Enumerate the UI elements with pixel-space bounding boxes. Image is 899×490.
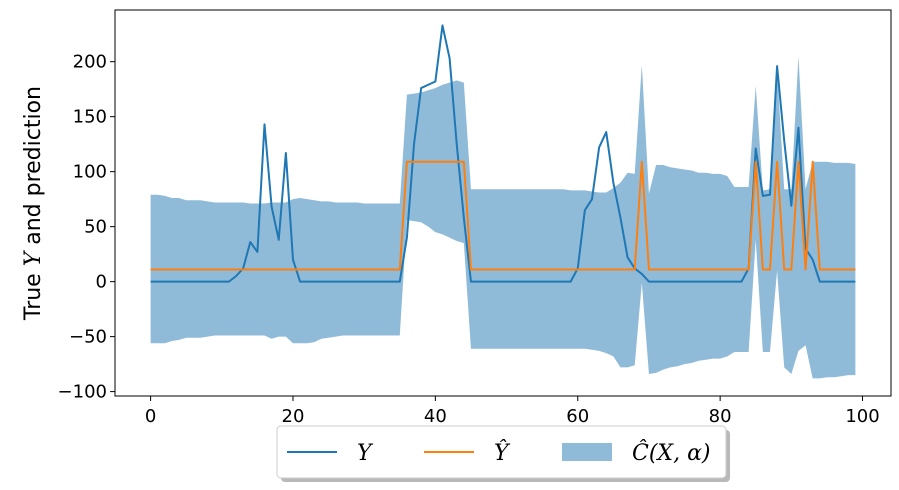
- series-band-prediction-interval: [150, 56, 856, 379]
- x-tick-label: 80: [709, 406, 732, 427]
- y-tick-label: −50: [69, 327, 107, 348]
- legend: Y Ŷ Ĉ(X, α): [276, 425, 730, 482]
- x-axis: 0 20 40 60 80 100: [145, 396, 880, 427]
- x-tick-label: 100: [845, 406, 879, 427]
- legend-label: Ĉ(X, α): [632, 439, 711, 466]
- y-tick-label: 150: [73, 107, 107, 128]
- y-tick-label: 50: [84, 217, 107, 238]
- y-axis: −100 −50 0 50 100 150 200: [58, 52, 115, 403]
- band-layer: [150, 56, 856, 379]
- y-tick-label: 0: [96, 272, 107, 293]
- legend-frame: [276, 425, 727, 479]
- x-tick-label: 20: [282, 406, 305, 427]
- y-tick-label: 100: [73, 162, 107, 183]
- y-axis-label: True Y and prediction: [21, 86, 46, 321]
- x-tick-label: 40: [424, 406, 447, 427]
- y-tick-label: −100: [58, 382, 107, 403]
- series-line-y: [150, 24, 856, 283]
- legend-label: Ŷ: [494, 439, 511, 466]
- plot-frame: [114, 9, 892, 397]
- legend-label: Y: [357, 441, 374, 466]
- y-tick-label: 200: [73, 52, 107, 73]
- series-line-y-hat: [150, 160, 856, 271]
- x-tick-label: 0: [145, 406, 156, 427]
- series-layer: [150, 24, 856, 283]
- x-tick-label: 60: [566, 406, 589, 427]
- legend-swatch-band: [562, 443, 612, 461]
